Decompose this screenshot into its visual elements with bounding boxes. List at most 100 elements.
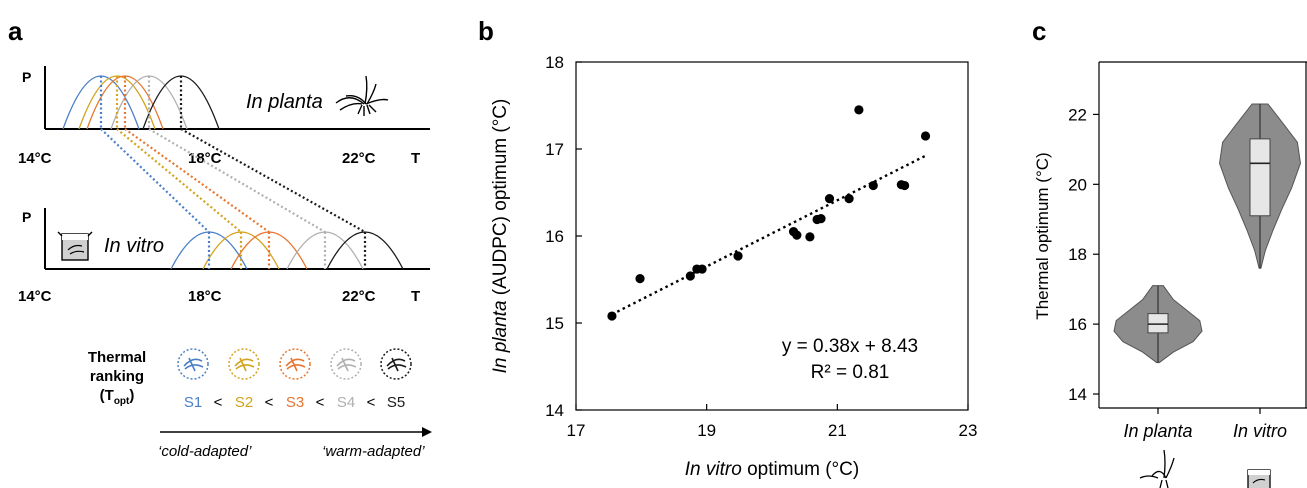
strain-icon-s3 xyxy=(279,348,311,380)
strain-icon-s4 xyxy=(330,348,362,380)
scatter-point xyxy=(733,251,743,261)
top-tick-18: 18°C xyxy=(188,150,222,167)
ranking-title-1: Thermal xyxy=(88,349,146,366)
bottom-p-label: P xyxy=(22,209,31,225)
top-p-label: P xyxy=(22,69,31,85)
y-tick-label: 20 xyxy=(1068,175,1087,194)
violin-in-planta xyxy=(1113,285,1203,364)
violin-box xyxy=(1249,138,1271,217)
violin-in-vitro xyxy=(1219,103,1301,269)
scatter-point xyxy=(792,230,802,240)
less-than-sign: < xyxy=(316,394,325,411)
connector-s5 xyxy=(180,128,366,233)
plant-icon-small xyxy=(1139,449,1175,488)
scatter-point xyxy=(854,105,864,115)
connector-s1 xyxy=(100,128,210,233)
ranking-arrowhead xyxy=(422,427,432,437)
plant-icon xyxy=(335,75,389,116)
top-tick-22: 22°C xyxy=(342,150,376,167)
connector-s4 xyxy=(148,128,326,233)
plot-c-ylabel: Thermal optimum (°C) xyxy=(1033,152,1052,319)
in-planta-title: In planta xyxy=(246,91,323,113)
scatter-point xyxy=(868,180,878,191)
violins xyxy=(1113,103,1301,364)
plot-b-frame xyxy=(575,61,969,411)
scatter-point xyxy=(900,180,910,191)
strain-icon-ring xyxy=(177,348,209,380)
scatter-point xyxy=(697,264,707,274)
scatter-point xyxy=(635,274,645,284)
y-tick-label: 14 xyxy=(545,401,564,420)
x-tick-label: 19 xyxy=(697,421,716,440)
panel-b: b 17 19 21 23 14 15 16 17 18 y = 0.38x + 8.43 R²… xyxy=(478,16,977,480)
plot-c-ticks: 14 16 18 20 22 xyxy=(1068,105,1261,414)
x-tick-label: 21 xyxy=(828,421,847,440)
panel-a-label: a xyxy=(8,16,23,46)
top-t-label: T xyxy=(411,150,420,167)
strain-icon-s2 xyxy=(228,348,260,380)
scatter-point xyxy=(607,311,617,321)
leaf-icon xyxy=(234,357,255,372)
y-tick-label: 16 xyxy=(1068,315,1087,334)
bottom-tick-22: 22°C xyxy=(342,288,376,305)
less-than-sign: < xyxy=(214,394,223,411)
r-squared: R² = 0.81 xyxy=(811,362,890,383)
in-vitro-optima-lines xyxy=(207,232,367,269)
in-vitro-curves xyxy=(170,231,404,270)
violin-box xyxy=(1147,313,1169,334)
plot-b-ylabel: In planta (AUDPC) optimum (°C) xyxy=(490,99,511,374)
strain-icon-s1 xyxy=(177,348,209,380)
scatter-point xyxy=(805,232,815,242)
less-than-sign: < xyxy=(367,394,376,411)
leaf-icon xyxy=(336,357,357,372)
y-tick-label: 14 xyxy=(1068,385,1087,404)
category-in-planta: In planta xyxy=(1123,421,1192,441)
strain-label-s5: S5 xyxy=(387,394,405,411)
regression-equation: y = 0.38x + 8.43 xyxy=(782,336,918,357)
bottom-tick-14: 14°C xyxy=(18,288,52,305)
category-in-vitro: In vitro xyxy=(1233,421,1287,441)
strain-ranking: S1 < S2 < S3 < S4 < S5 xyxy=(184,394,405,411)
culture-tube-icon xyxy=(57,231,93,261)
scatter-point xyxy=(920,131,931,141)
y-tick-label: 18 xyxy=(1068,245,1087,264)
y-tick-label: 22 xyxy=(1068,105,1087,124)
in-planta-curves xyxy=(62,75,220,130)
strain-label-s4: S4 xyxy=(337,394,355,411)
strain-icons xyxy=(177,348,412,380)
ranking-title-3: (Topt) xyxy=(100,387,135,407)
less-than-sign: < xyxy=(265,394,274,411)
scatter-point xyxy=(685,271,695,281)
x-tick-label: 17 xyxy=(567,421,586,440)
ranking-title-2: ranking xyxy=(90,368,144,385)
leaf-icon xyxy=(183,357,204,372)
panel-c: c 14 16 18 20 22 Thermal optimum (°C) In pla… xyxy=(1032,16,1307,488)
in-planta-optima-lines xyxy=(99,76,183,129)
cold-adapted-label: ‘cold-adapted’ xyxy=(158,443,252,460)
strain-icon-ring xyxy=(228,348,260,380)
optima-connectors xyxy=(100,128,366,233)
strain-icon-ring xyxy=(330,348,362,380)
connector-s2 xyxy=(116,128,242,233)
y-tick-label: 17 xyxy=(545,140,564,159)
warm-adapted-label: ‘warm-adapted’ xyxy=(322,443,425,460)
bottom-tick-18: 18°C xyxy=(188,288,222,305)
strain-icon-s5 xyxy=(380,348,412,380)
in-vitro-title: In vitro xyxy=(104,235,164,257)
scatter-point xyxy=(824,193,835,204)
strain-icon-ring xyxy=(279,348,311,380)
strain-icon-ring xyxy=(380,348,412,380)
scatter-point xyxy=(844,193,854,204)
scatter-points xyxy=(607,105,931,321)
strain-label-s2: S2 xyxy=(235,394,253,411)
x-tick-label: 23 xyxy=(959,421,978,440)
scatter-point xyxy=(816,214,826,224)
panel-c-label: c xyxy=(1032,16,1046,46)
culture-tube-icon-small xyxy=(1247,469,1271,488)
bottom-t-label: T xyxy=(411,288,420,305)
regression-line xyxy=(611,154,927,316)
leaf-icon xyxy=(285,357,306,372)
connector-s3 xyxy=(124,128,270,233)
panel-b-label: b xyxy=(478,16,494,46)
